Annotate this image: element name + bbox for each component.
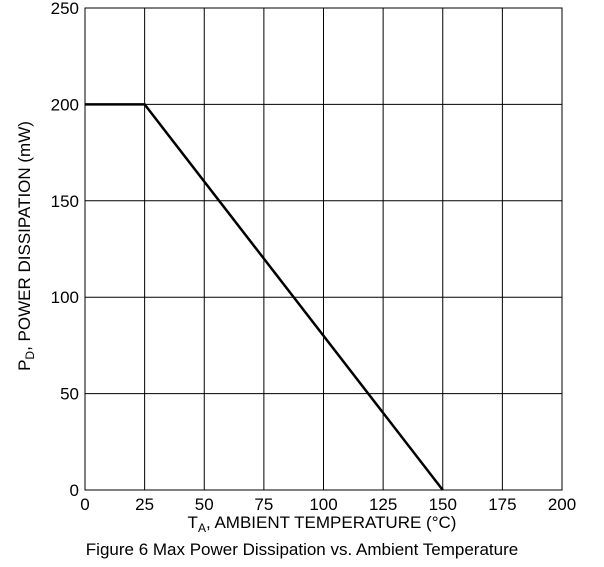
x-tick-label: 175 xyxy=(488,495,516,514)
y-axis-label: PD, POWER DISSIPATION (mW) xyxy=(15,121,37,371)
y-tick-labels: 0 50 100 150 200 250 xyxy=(51,0,79,500)
plot-frame xyxy=(84,7,563,491)
x-tick-label: 100 xyxy=(309,495,337,514)
x-tick-label: 25 xyxy=(135,495,154,514)
x-tick-label: 50 xyxy=(195,495,214,514)
series-line xyxy=(85,103,444,491)
x-tick-label: 125 xyxy=(369,495,397,514)
figure-caption: Figure 6 Max Power Dissipation vs. Ambie… xyxy=(85,540,519,559)
x-tick-label: 75 xyxy=(254,495,273,514)
x-tick-labels: 0 25 50 75 100 125 150 175 200 xyxy=(80,495,576,514)
y-tick-label: 100 xyxy=(51,288,79,307)
grid-lines xyxy=(84,7,563,491)
y-tick-label: 250 xyxy=(51,0,79,18)
x-tick-label: 150 xyxy=(429,495,457,514)
y-tick-label: 200 xyxy=(51,95,79,114)
x-tick-label: 200 xyxy=(548,495,576,514)
x-tick-label: 0 xyxy=(80,495,89,514)
y-tick-label: 150 xyxy=(51,192,79,211)
y-tick-label: 0 xyxy=(70,481,79,500)
y-tick-label: 50 xyxy=(60,385,79,404)
x-axis-label: TA, AMBIENT TEMPERATURE (°C) xyxy=(188,513,457,535)
